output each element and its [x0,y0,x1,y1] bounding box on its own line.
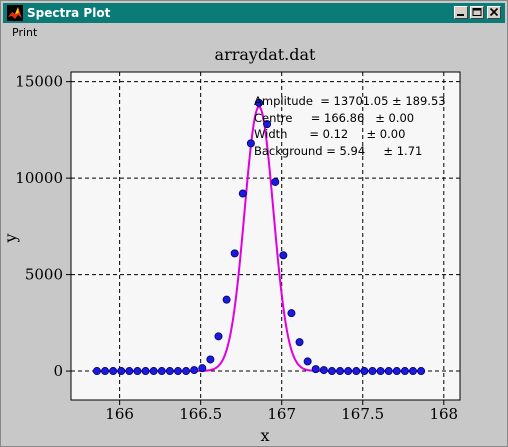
data-point [199,365,206,372]
data-point [207,356,214,363]
data-point [296,339,303,346]
matlab-logo-icon [7,5,23,21]
y-tick-label: 15000 [15,73,63,91]
minimize-button[interactable] [454,6,468,19]
annotation-width: Width = 0.12 ± 0.00 [254,127,405,141]
data-point [118,367,125,374]
data-point [166,367,173,374]
maximize-button[interactable] [470,6,484,19]
menu-bar: Print [3,24,505,42]
x-tick-label: 166.5 [179,405,222,423]
data-point [272,178,279,185]
window-title: Spectra Plot [27,5,110,21]
data-point [110,367,117,374]
data-point [231,250,238,257]
x-tick-label: 167 [267,405,296,423]
data-point [328,367,335,374]
spectra-chart: 166 166.5 167 167.5 168 0 5000 10000 15000 array… [3,42,507,446]
data-point [223,296,230,303]
data-point [409,367,416,374]
close-button[interactable] [487,6,501,19]
data-point [182,367,189,374]
data-point [312,366,319,373]
data-point [336,367,343,374]
x-tick-label: 166 [105,405,134,423]
data-point [288,310,295,317]
y-axis-label: y [3,233,20,243]
data-point [401,367,408,374]
data-point [418,367,425,374]
data-point [345,367,352,374]
data-point [126,367,133,374]
data-point [215,333,222,340]
data-point [158,367,165,374]
menu-item-print[interactable]: Print [12,26,37,39]
data-point [385,367,392,374]
data-point [134,367,141,374]
y-tick-label: 10000 [15,169,63,187]
annotation-centre: Centre = 166.86 ± 0.00 [254,111,414,125]
x-tick-label: 168 [429,405,458,423]
data-point [142,367,149,374]
x-tick-label: 167.5 [341,405,384,423]
minimize-icon [455,7,467,18]
x-axis-label: x [260,426,269,445]
chart-title: arraydat.dat [215,45,316,64]
data-point [150,367,157,374]
annotation-amplitude: Amplitude = 13701.05 ± 189.53 [254,94,446,108]
data-point [393,367,400,374]
y-tick-label: 5000 [25,266,63,284]
data-point [174,367,181,374]
data-point [239,190,246,197]
data-point [353,367,360,374]
y-tick-label: 0 [53,362,63,380]
title-bar[interactable]: Spectra Plot [3,3,505,23]
data-point [101,367,108,374]
data-point [377,367,384,374]
data-point [191,366,198,373]
data-point [369,367,376,374]
data-point [93,367,100,374]
data-point [304,358,311,365]
data-point [361,367,368,374]
data-point [280,252,287,259]
close-icon [488,7,500,18]
maximize-icon [471,7,483,18]
annotation-background: Background = 5.94 ± 1.71 [254,144,422,158]
data-point [320,366,327,373]
